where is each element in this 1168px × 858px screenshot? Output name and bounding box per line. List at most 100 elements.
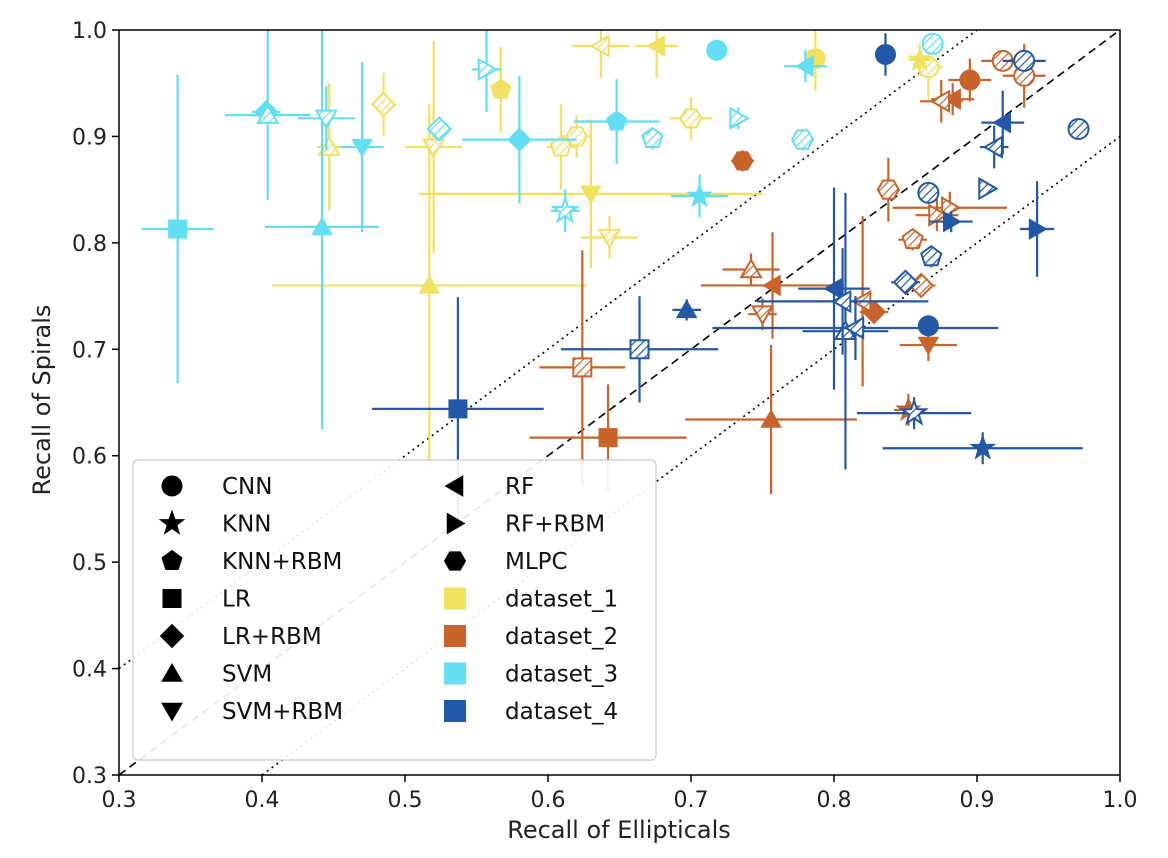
marker-star <box>686 182 713 208</box>
marker-triangle-left <box>794 55 814 78</box>
data-point <box>340 61 384 233</box>
marker-hexagon <box>679 108 703 129</box>
data-point <box>978 176 999 201</box>
marker-triangle-right <box>943 210 962 233</box>
marker-circle <box>706 39 728 61</box>
legend-entry: dataset_2 <box>444 624 618 650</box>
legend-label: dataset_4 <box>505 699 618 725</box>
data-point <box>1067 117 1090 140</box>
data-point <box>1002 49 1046 72</box>
legend-label: SVM+RBM <box>222 699 343 725</box>
plot-frame <box>118 29 1121 776</box>
marker-star <box>550 195 580 224</box>
marker-circle <box>917 315 939 337</box>
marker-triangle-left <box>942 88 961 111</box>
data-point <box>670 174 729 218</box>
legend: CNN KNN KNN+RBM LR LR+RBM SVM SVM+RBM RF RF+RBM M… <box>132 459 657 761</box>
marker-triangle-right <box>928 203 949 227</box>
marker-triangle-down <box>917 336 940 356</box>
data-point <box>419 119 763 269</box>
marker-circle <box>1067 117 1090 140</box>
legend-entry: KNN <box>158 509 272 538</box>
data-point <box>1019 181 1055 277</box>
marker-triangle-up <box>256 103 280 124</box>
marker-triangle-left <box>992 111 1011 134</box>
data-point <box>297 86 355 151</box>
marker-circle <box>874 43 896 65</box>
data-point <box>748 298 777 331</box>
data-point <box>874 33 896 76</box>
y-tick-label: 1.0 <box>72 19 107 44</box>
legend-entry: LR+RBM <box>159 623 322 650</box>
marker-triangle-up <box>675 299 698 319</box>
legend-label: LR <box>222 587 251 613</box>
marker-triangle-up <box>311 216 333 236</box>
data-point <box>426 116 453 142</box>
data-point <box>572 30 630 78</box>
marker-star <box>906 45 934 72</box>
data-point <box>798 187 870 390</box>
legend-swatch <box>444 625 466 647</box>
marker-triangle-up <box>760 409 782 428</box>
legend-entry: RF+RBM <box>446 512 605 538</box>
axes: 0.3 0.4 0.5 0.6 0.7 0.8 0.9 1.0 0.3 0.4 0.5 0.6 0.7 0… <box>72 19 1138 813</box>
y-tick-label: 0.9 <box>72 125 107 150</box>
legend-label: SVM <box>222 662 272 688</box>
data-point <box>706 39 728 61</box>
marker-triangle-left <box>843 316 865 340</box>
marker-triangle-left <box>831 289 852 314</box>
marker-triangle-down <box>314 109 339 130</box>
legend-entry: dataset_3 <box>444 662 618 688</box>
data-point <box>921 32 944 55</box>
data-point <box>882 432 1083 465</box>
marker-star <box>899 397 929 426</box>
marker-pentagon <box>641 126 664 149</box>
x-tick-label: 0.6 <box>531 788 566 813</box>
data-point <box>712 296 999 360</box>
legend-marker-star <box>158 509 186 535</box>
data-point <box>669 97 713 140</box>
legend-marker-pentagon <box>161 549 183 570</box>
marker-circle <box>921 32 944 55</box>
data-point <box>783 50 827 83</box>
legend-marker-triangle-right <box>446 512 466 535</box>
marker-triangle-down <box>421 138 446 159</box>
marker-triangle-right <box>477 57 499 82</box>
marker-star <box>969 434 997 460</box>
data-point <box>790 128 815 151</box>
marker-triangle-down <box>750 305 775 326</box>
legend-marker-diamond <box>159 623 185 649</box>
legend-entry: dataset_4 <box>444 699 618 725</box>
data-point <box>898 227 927 251</box>
data-point <box>405 40 463 254</box>
legend-swatch <box>444 587 466 610</box>
reference-line-2 <box>119 30 978 670</box>
y-tick-label: 0.5 <box>72 551 107 576</box>
marker-square <box>572 357 593 378</box>
data-point <box>472 30 501 112</box>
marker-triangle-up <box>317 135 341 156</box>
data-point <box>917 315 939 337</box>
marker-circle <box>1013 49 1036 72</box>
marker-square <box>168 219 188 239</box>
data-point <box>546 104 576 190</box>
legend-label: dataset_3 <box>505 662 618 688</box>
legend-marker-triangle-left <box>444 475 464 497</box>
data-point <box>919 80 963 123</box>
marker-hexagon <box>876 179 900 200</box>
marker-triangle-right <box>1028 218 1048 240</box>
marker-square <box>448 399 468 419</box>
legend-entry: SVM+RBM <box>161 699 343 725</box>
marker-pentagon <box>490 78 512 99</box>
data-point <box>635 30 679 78</box>
data-point <box>560 296 719 403</box>
legend-label: KNN <box>222 512 272 538</box>
legend-entry: CNN <box>161 474 272 500</box>
marker-triangle-down <box>351 138 373 158</box>
marker-triangle-right <box>978 176 999 201</box>
marker-diamond <box>426 116 453 142</box>
marker-diamond <box>892 269 919 296</box>
marker-circle <box>917 181 940 204</box>
data-point <box>917 181 940 204</box>
